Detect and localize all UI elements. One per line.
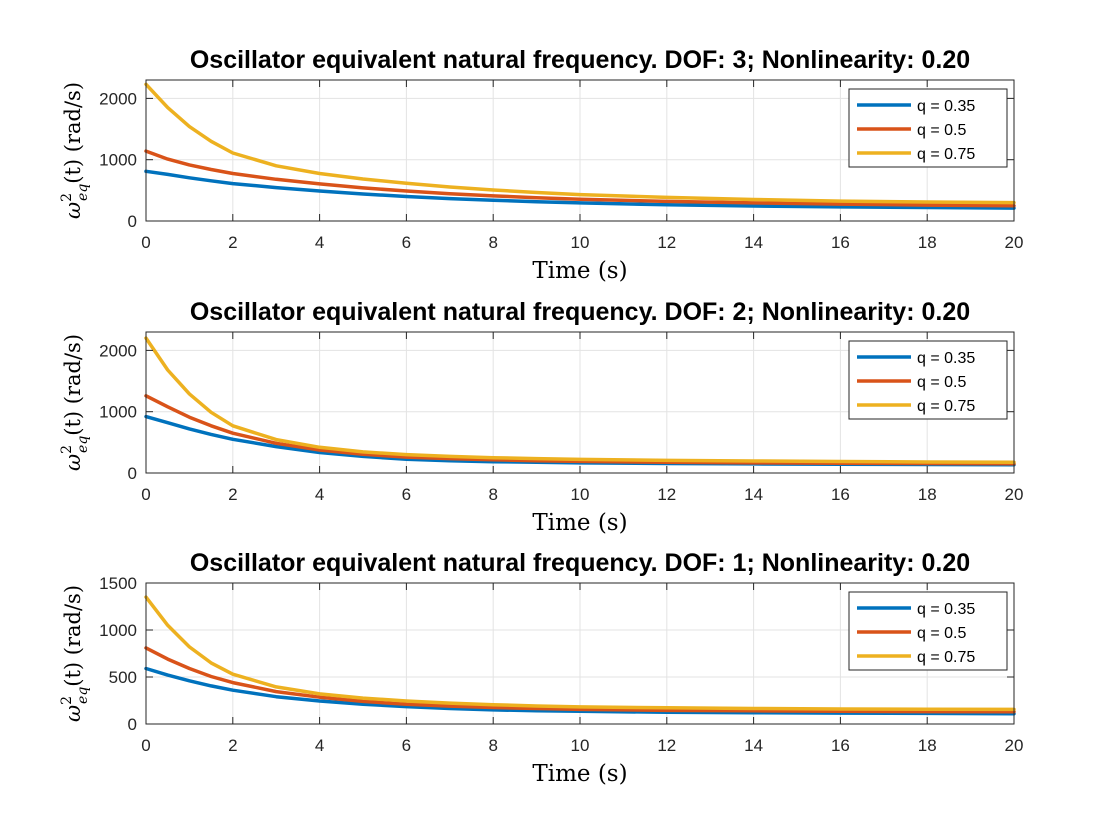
x-tick-label: 6 — [402, 233, 411, 252]
y-tick-label: 1500 — [99, 574, 137, 593]
series-line-3 — [144, 595, 1016, 712]
x-tick-label: 10 — [571, 736, 590, 755]
y-tick-label: 1000 — [99, 403, 137, 422]
x-tick-label: 14 — [744, 736, 763, 755]
x-tick-label: 14 — [744, 233, 763, 252]
y-tick-label: 0 — [128, 464, 137, 483]
legend-label: q = 0.75 — [917, 398, 975, 415]
x-tick-label: 0 — [141, 485, 150, 504]
x-tick-label: 2 — [228, 736, 237, 755]
x-tick-label: 18 — [918, 233, 937, 252]
x-tick-label: 20 — [1005, 736, 1024, 755]
legend-label: q = 0.75 — [917, 649, 975, 666]
x-tick-label: 14 — [744, 485, 763, 504]
legend-label: q = 0.35 — [917, 98, 975, 115]
y-axis-label: ω2eq(t) (rad/s) — [59, 585, 91, 722]
y-axis-label: ω2eq(t) (rad/s) — [59, 334, 91, 471]
x-tick-label: 0 — [141, 233, 150, 252]
x-tick-label: 16 — [831, 736, 850, 755]
y-tick-label: 500 — [109, 668, 137, 687]
subplot-3: 0 2 4 6 8 10 12 14 16 18 20 0 500 1000 1500 Oscillator … — [59, 549, 1023, 787]
x-axis-label: Time (s) — [532, 258, 627, 284]
series-line-3 — [144, 82, 1016, 205]
series-line-1 — [144, 169, 1016, 210]
legend: q = 0.35 q = 0.5 q = 0.75 — [848, 88, 1008, 168]
series-line-3 — [144, 336, 1016, 465]
series-line-1 — [144, 666, 1016, 716]
x-tick-label: 12 — [657, 485, 676, 504]
y-tick-label: 2000 — [99, 341, 137, 360]
subplot-2: 0 2 4 6 8 10 12 14 16 18 20 0 1000 2000 Oscillator equ… — [59, 298, 1023, 536]
chart-title: Oscillator equivalent natural frequency.… — [190, 46, 970, 74]
series-line-2 — [144, 149, 1016, 208]
x-tick-label: 20 — [1005, 485, 1024, 504]
x-tick-label: 4 — [315, 485, 324, 504]
legend-label: q = 0.75 — [917, 146, 975, 163]
legend-label: q = 0.5 — [917, 122, 966, 139]
x-tick-label: 12 — [657, 736, 676, 755]
y-tick-label: 2000 — [99, 89, 137, 108]
y-tick-label: 1000 — [99, 621, 137, 640]
x-tick-label: 6 — [402, 736, 411, 755]
x-axis-label: Time (s) — [532, 761, 627, 787]
x-tick-label: 18 — [918, 485, 937, 504]
legend: q = 0.35 q = 0.5 q = 0.75 — [848, 340, 1008, 420]
x-axis-label: Time (s) — [532, 510, 627, 536]
y-axis-label: ω2eq(t) (rad/s) — [59, 82, 91, 219]
legend-label: q = 0.35 — [917, 601, 975, 618]
series-line-2 — [144, 394, 1016, 466]
x-tick-label: 10 — [571, 485, 590, 504]
x-tick-label: 6 — [402, 485, 411, 504]
legend-label: q = 0.5 — [917, 625, 966, 642]
x-tick-label: 0 — [141, 736, 150, 755]
x-tick-label: 8 — [488, 485, 497, 504]
legend: q = 0.35 q = 0.5 q = 0.75 — [848, 591, 1008, 671]
x-tick-label: 2 — [228, 233, 237, 252]
series-line-2 — [144, 646, 1016, 714]
x-tick-label: 10 — [571, 233, 590, 252]
x-tick-label: 8 — [488, 233, 497, 252]
legend-label: q = 0.35 — [917, 350, 975, 367]
x-tick-label: 12 — [657, 233, 676, 252]
y-tick-label: 0 — [128, 212, 137, 231]
legend-label: q = 0.5 — [917, 374, 966, 391]
chart-title: Oscillator equivalent natural frequency.… — [190, 298, 970, 326]
y-tick-label: 1000 — [99, 151, 137, 170]
x-tick-label: 8 — [488, 736, 497, 755]
chart-title: Oscillator equivalent natural frequency.… — [190, 549, 970, 577]
x-tick-label: 16 — [831, 485, 850, 504]
y-tick-label: 0 — [128, 715, 137, 734]
x-tick-label: 4 — [315, 233, 324, 252]
x-tick-label: 18 — [918, 736, 937, 755]
x-tick-label: 4 — [315, 736, 324, 755]
x-tick-label: 20 — [1005, 233, 1024, 252]
subplot-1: 0 2 4 6 8 10 12 14 16 18 20 0 1000 2000 Oscillator equ… — [59, 46, 1023, 284]
x-tick-label: 16 — [831, 233, 850, 252]
x-tick-label: 2 — [228, 485, 237, 504]
